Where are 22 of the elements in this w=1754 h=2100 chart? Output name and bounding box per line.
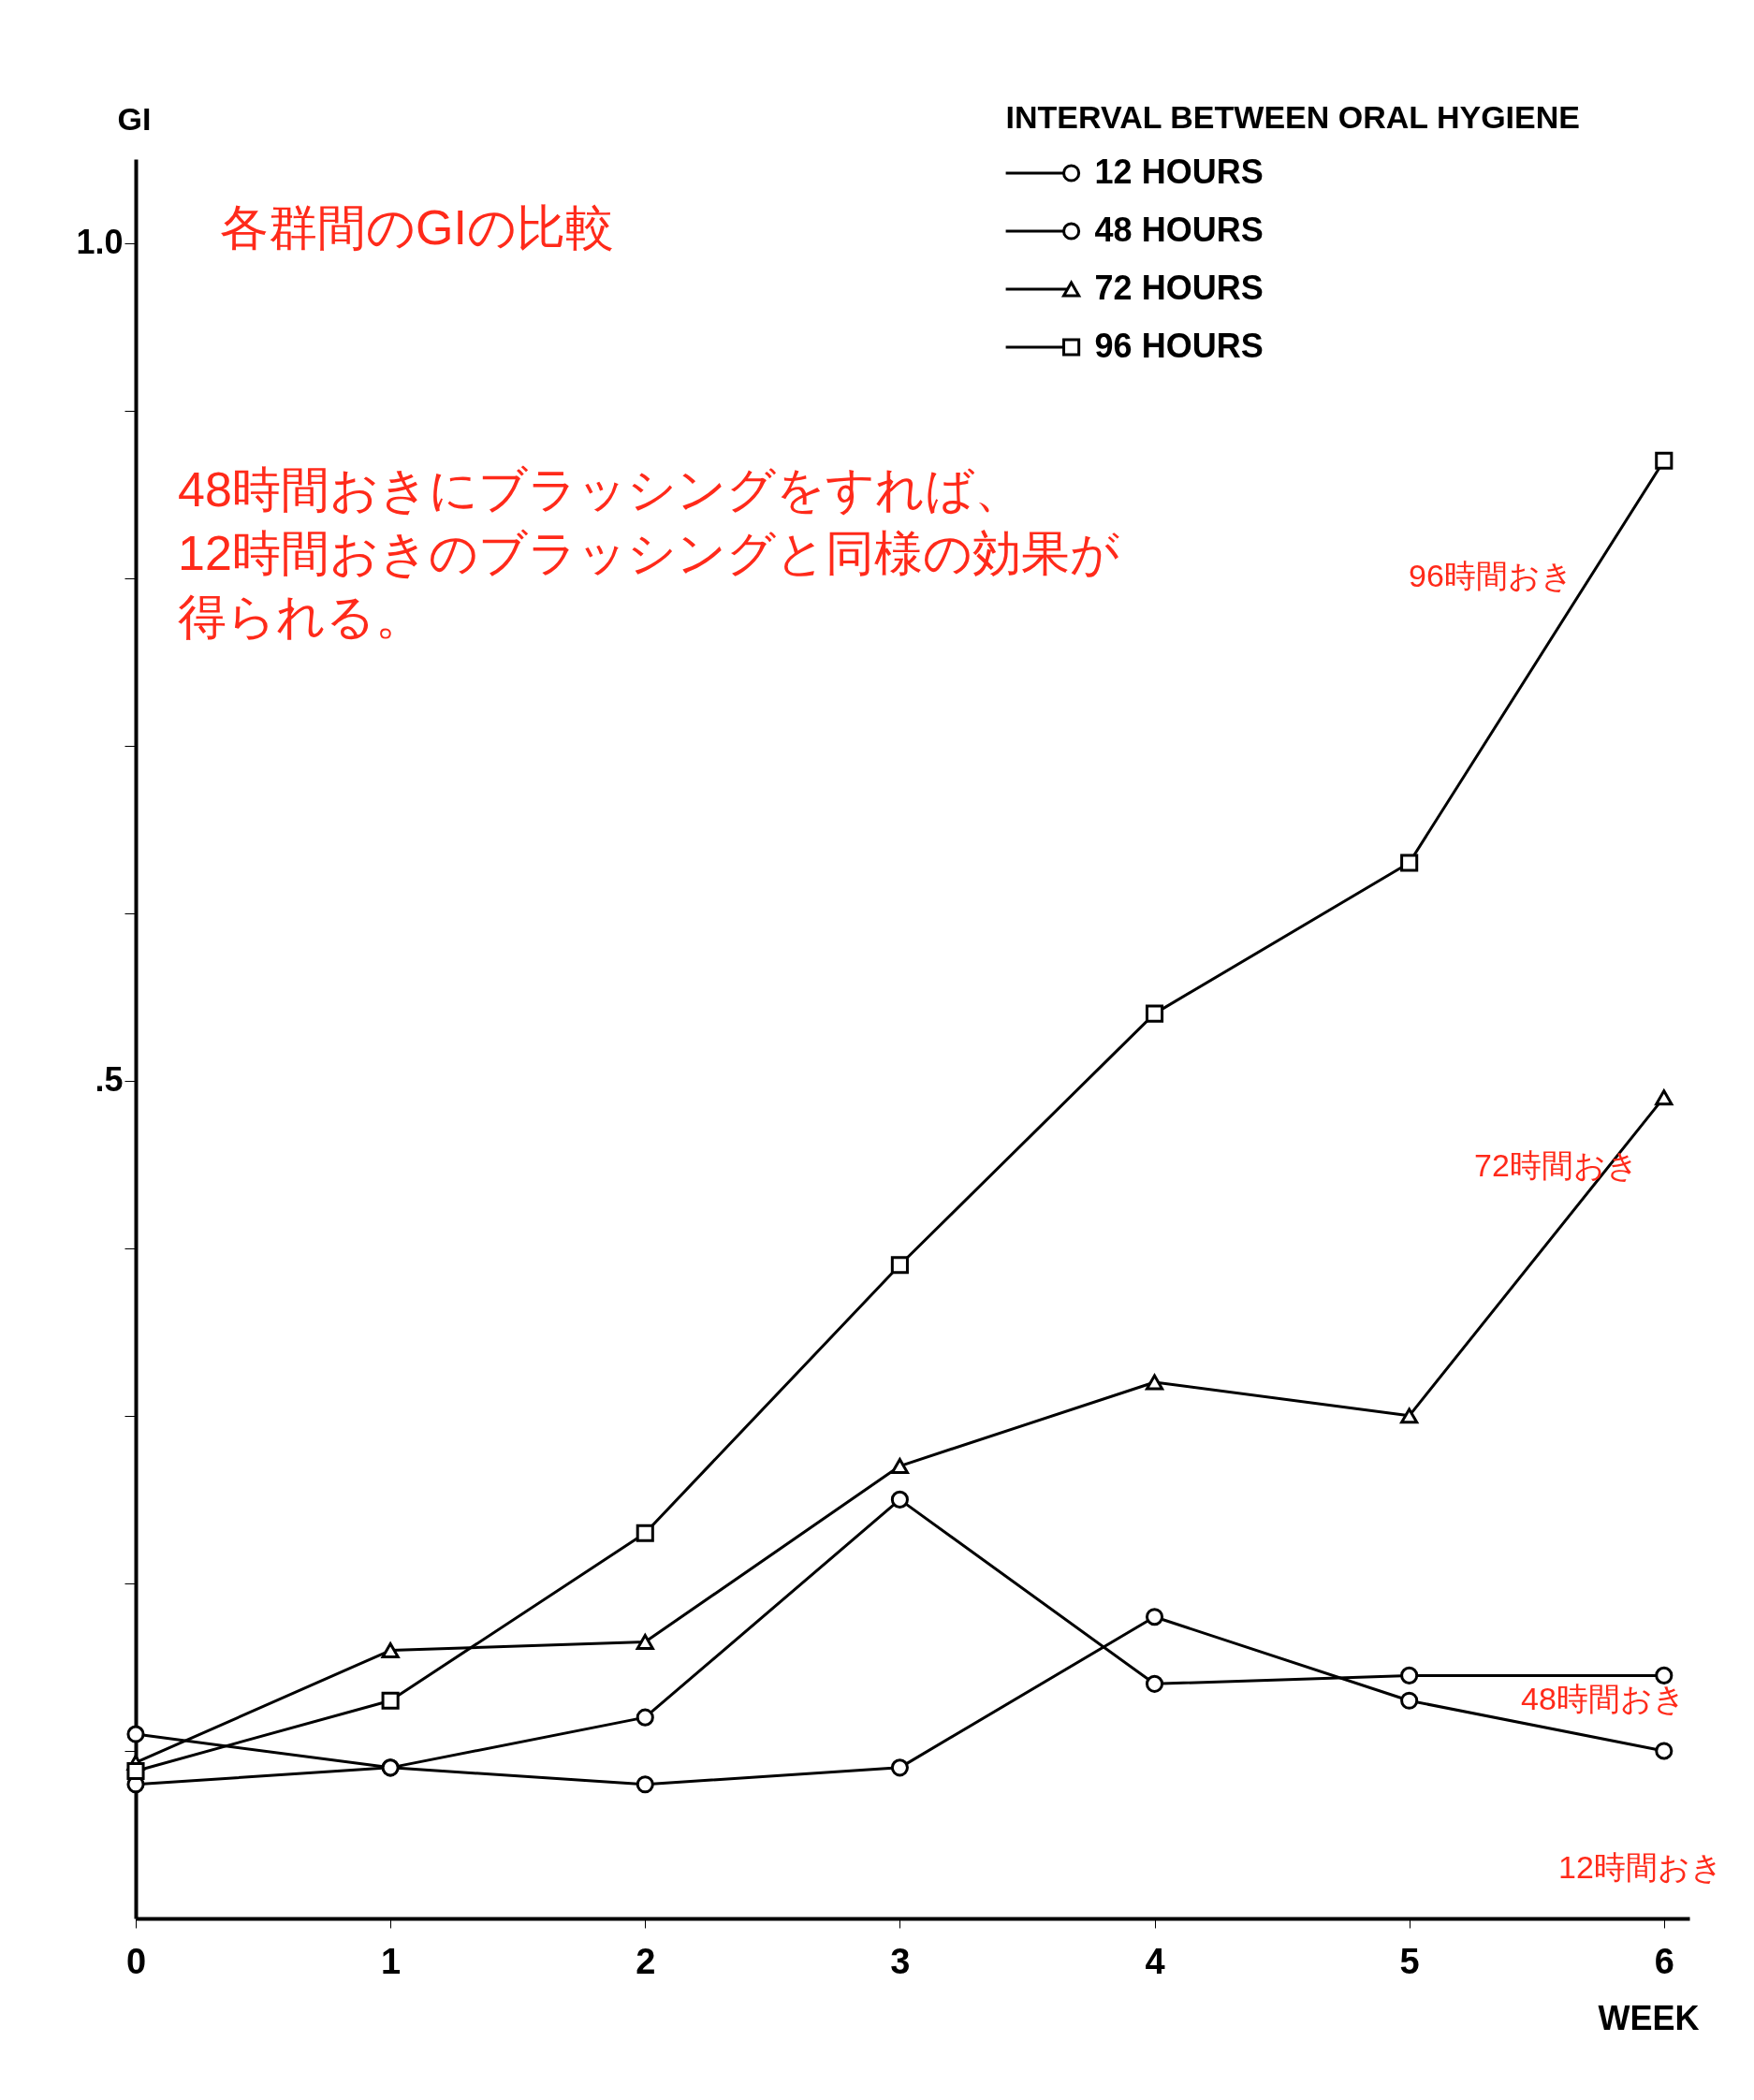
- x-tick-label: 5: [1399, 1941, 1420, 1981]
- legend-label: 48 HOURS: [1094, 211, 1264, 249]
- annotation: 48時間おき: [1521, 1681, 1686, 1716]
- y-tick-label: .5: [95, 1060, 124, 1100]
- annotation: 72時間おき: [1474, 1147, 1639, 1183]
- x-tick-label: 3: [890, 1941, 911, 1981]
- x-axis-title: WEEK: [1598, 1998, 1700, 2037]
- legend-label: 72 HOURS: [1094, 269, 1264, 307]
- text: 各群間のGIの比較: [220, 200, 614, 255]
- x-tick-label: 4: [1145, 1941, 1165, 1981]
- x-tick-label: 1: [381, 1941, 402, 1981]
- y-tick-label: 1.0: [76, 223, 124, 262]
- annotation: 96時間おき: [1409, 558, 1573, 593]
- legend-label: 12 HOURS: [1094, 153, 1264, 191]
- x-tick-label: 2: [636, 1941, 656, 1981]
- x-tick-label: 0: [125, 1941, 147, 1981]
- y-axis-title: GI: [117, 100, 152, 137]
- legend-label: 96 HOURS: [1094, 327, 1264, 365]
- annotation: 48時間おきにブラッシングをすれば、12時間おきのブラッシングと同様の効果が得られる。: [178, 462, 1119, 644]
- legend-title: INTERVAL BETWEEN ORAL HYGIENE: [1005, 99, 1580, 135]
- x-tick-label: 6: [1654, 1941, 1674, 1981]
- annotation: 12時間おき: [1558, 1849, 1723, 1885]
